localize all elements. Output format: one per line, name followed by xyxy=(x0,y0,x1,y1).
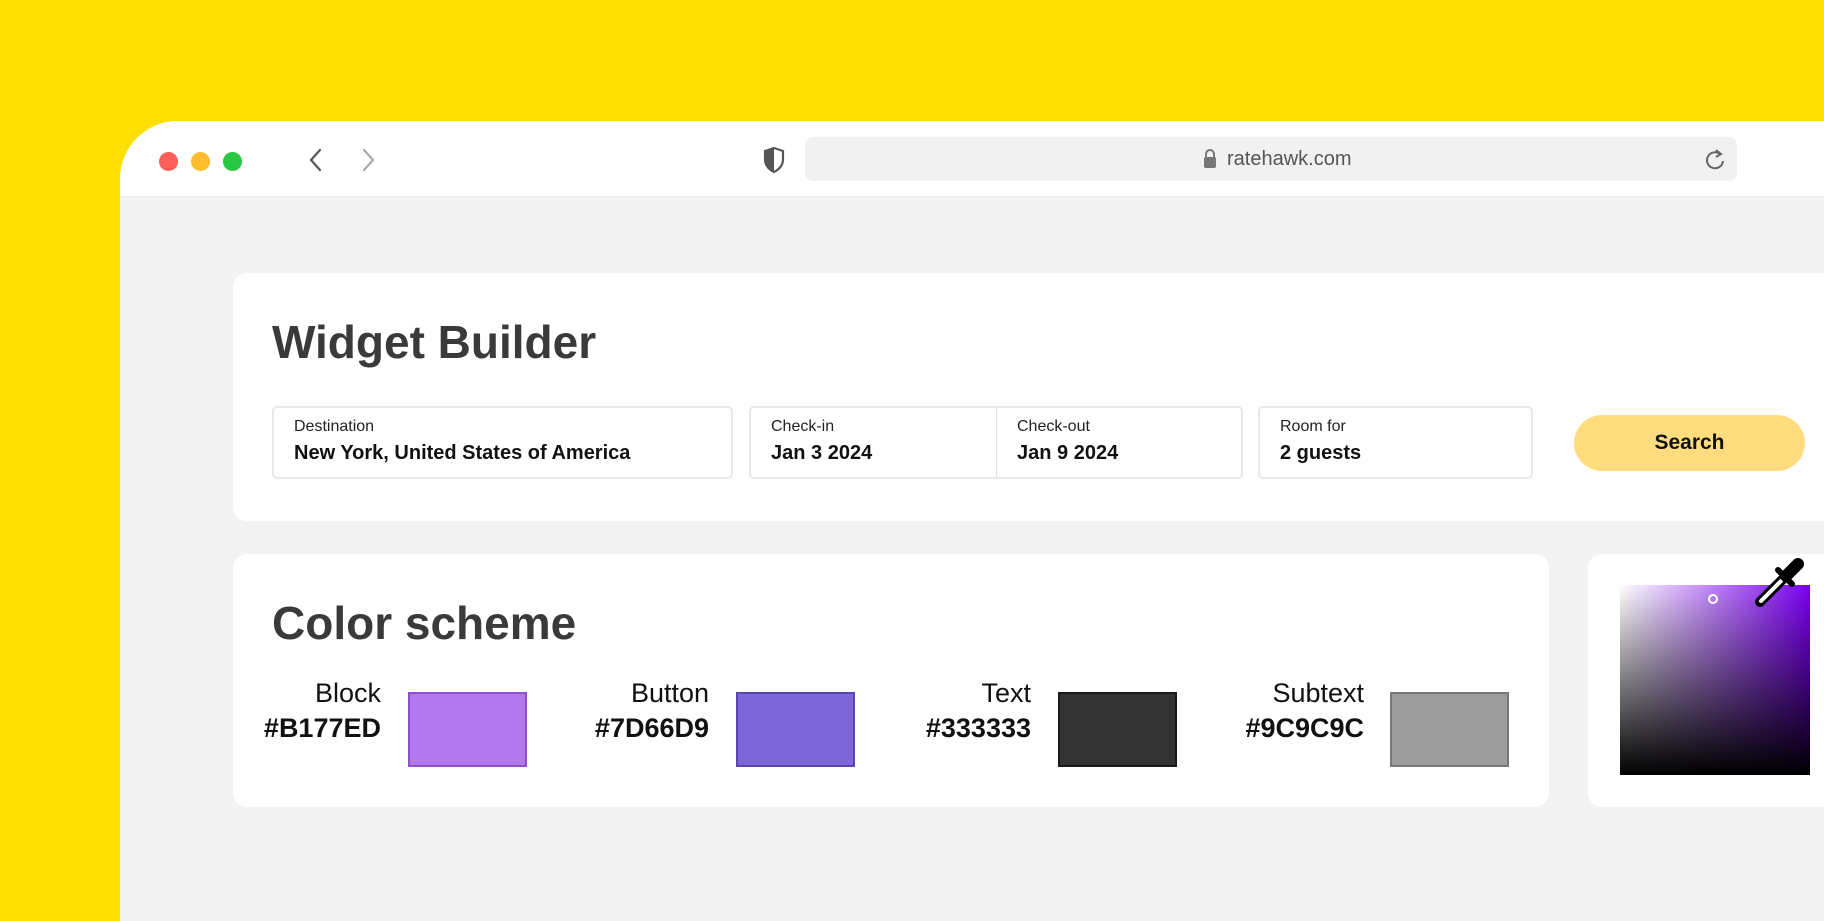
destination-field[interactable]: Destination New York, United States of A… xyxy=(272,406,733,479)
swatch-label-block: Block #B177ED xyxy=(263,678,381,743)
field-value: Jan 3 2024 xyxy=(771,442,873,464)
field-label: Room for xyxy=(1280,418,1346,435)
url-text: ratehawk.com xyxy=(1227,148,1352,170)
maximize-window-button[interactable] xyxy=(223,152,242,171)
check-out-field[interactable]: Check-out Jan 9 2024 xyxy=(997,408,1243,477)
field-label: Check-in xyxy=(771,418,835,435)
dates-field: Check-in Jan 3 2024 Check-out Jan 9 2024 xyxy=(749,406,1243,479)
swatch-text[interactable] xyxy=(1058,692,1177,767)
browser-toolbar: ratehawk.com xyxy=(120,121,1824,197)
browser-window: ratehawk.com Widget Builder Destination … xyxy=(120,121,1824,921)
swatch-subtext[interactable] xyxy=(1390,692,1509,767)
swatch-block[interactable] xyxy=(408,692,527,767)
field-label: Check-out xyxy=(1017,418,1090,435)
field-label: Destination xyxy=(294,418,375,435)
room-for-field[interactable]: Room for 2 guests xyxy=(1258,406,1533,479)
swatch-button[interactable] xyxy=(736,692,855,767)
color-gradient-area[interactable] xyxy=(1620,585,1810,775)
search-button[interactable]: Search xyxy=(1574,415,1805,471)
shield-icon[interactable] xyxy=(762,146,786,174)
forward-icon[interactable] xyxy=(358,147,378,173)
check-in-field[interactable]: Check-in Jan 3 2024 xyxy=(751,408,996,477)
section-title: Color scheme xyxy=(272,597,577,649)
picker-handle[interactable] xyxy=(1708,594,1718,604)
reload-icon[interactable] xyxy=(1703,147,1727,173)
lock-icon xyxy=(1204,149,1216,168)
page-title: Widget Builder xyxy=(272,316,597,368)
close-window-button[interactable] xyxy=(159,152,178,171)
color-scheme-card: Color scheme Block #B177ED Button #7D66D9 … xyxy=(233,554,1549,807)
minimize-window-button[interactable] xyxy=(191,152,210,171)
back-icon[interactable] xyxy=(306,147,326,173)
address-bar[interactable]: ratehawk.com xyxy=(805,137,1737,181)
field-value: Jan 9 2024 xyxy=(1017,442,1119,464)
divider xyxy=(996,408,997,477)
swatch-label-subtext: Subtext #9C9C9C xyxy=(1245,678,1364,743)
field-value: New York, United States of America xyxy=(294,442,631,464)
eyedropper-icon[interactable] xyxy=(1750,554,1806,610)
swatch-label-button: Button #7D66D9 xyxy=(594,678,709,743)
swatch-label-text: Text #333333 xyxy=(925,678,1031,743)
color-picker-card xyxy=(1588,554,1824,807)
widget-builder-card: Widget Builder Destination New York, Uni… xyxy=(233,273,1824,521)
field-value: 2 guests xyxy=(1280,442,1362,464)
